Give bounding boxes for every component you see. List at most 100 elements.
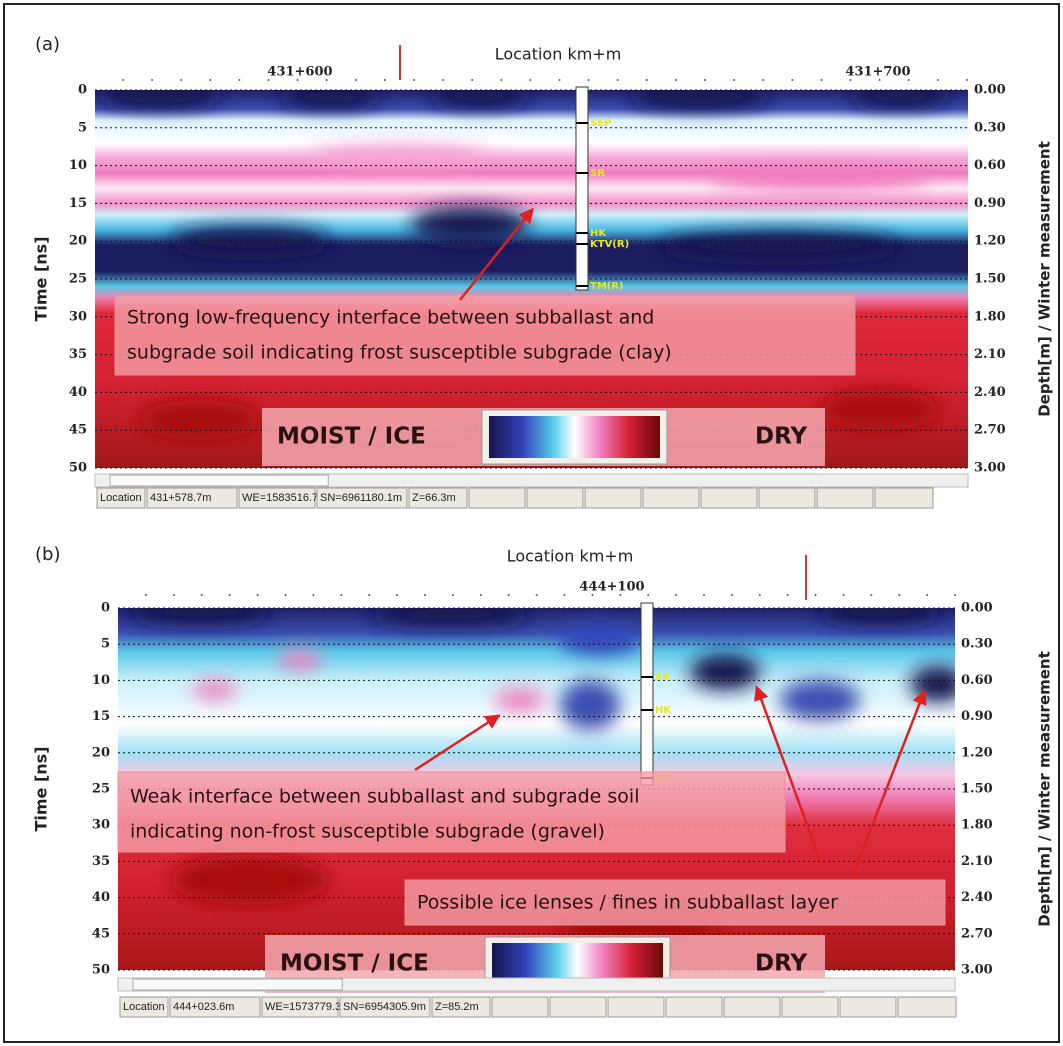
top-tick-dot [229, 594, 231, 596]
top-tick-dot [762, 79, 764, 81]
status-text: Location [123, 1001, 165, 1013]
top-tick-dot [257, 594, 259, 596]
status-cell [875, 488, 933, 508]
top-tick-dot [238, 79, 240, 81]
top-tick-dot [731, 594, 733, 596]
top-tick-dot [966, 79, 968, 81]
top-tick-dot [413, 79, 415, 81]
layer-label: SR [655, 672, 670, 683]
status-cell [527, 488, 583, 508]
top-tick-dot [704, 79, 706, 81]
status-text: Location [100, 492, 142, 504]
time-tick-label: 10 [92, 673, 110, 688]
top-tick-label: 431+700 [845, 65, 910, 80]
depth-tick-label: 2.40 [974, 385, 1006, 400]
time-tick-label: 15 [69, 196, 87, 211]
top-tick-dot [703, 594, 705, 596]
top-tick-dot [870, 594, 872, 596]
status-cell [724, 997, 780, 1017]
time-tick-label: 10 [69, 158, 87, 173]
legend-dry: DRY [755, 424, 808, 450]
status-cell [759, 488, 815, 508]
depth-tick-label: 2.10 [961, 854, 993, 869]
depth-tick-label: 1.50 [961, 782, 993, 797]
depth-tick-label: 0.30 [961, 637, 993, 652]
top-tick-dot [529, 79, 531, 81]
time-axis-title: Time [ns] [32, 746, 51, 831]
status-cell [666, 997, 722, 1017]
annotation-text: subgrade soil indicating frost susceptib… [127, 342, 672, 364]
time-tick-label: 35 [92, 854, 110, 869]
time-tick-label: 25 [69, 272, 87, 287]
top-tick-dot [820, 79, 822, 81]
time-tick-label: 0 [78, 83, 87, 98]
depth-tick-label: 1.50 [974, 272, 1006, 287]
depth-tick-label: 0.00 [974, 83, 1006, 98]
scroll-thumb[interactable] [110, 475, 328, 486]
layer-label: SR [590, 168, 605, 179]
top-tick-dot [180, 79, 182, 81]
top-tick-dot [424, 594, 426, 596]
top-tick-dot [617, 79, 619, 81]
top-tick-dot [442, 79, 444, 81]
top-tick-dot [559, 79, 561, 81]
layer-label: KTV(R) [590, 239, 629, 250]
top-tick-dot [647, 594, 649, 596]
status-text: 431+578.7m [150, 492, 211, 504]
top-tick-dot [384, 79, 386, 81]
top-tick-dot [312, 594, 314, 596]
top-tick-dot [787, 594, 789, 596]
top-tick-dot [646, 79, 648, 81]
status-cell [782, 997, 838, 1017]
time-tick-label: 25 [92, 782, 110, 797]
top-tick-dot [452, 594, 454, 596]
status-cell [817, 488, 873, 508]
status-text: SN=6954305.9m [343, 1001, 426, 1013]
layer-label: HK [655, 705, 672, 716]
time-tick-label: 50 [92, 963, 110, 978]
status-cell [550, 997, 606, 1017]
depth-tick-label: 2.70 [974, 423, 1006, 438]
top-tick-dot [564, 594, 566, 596]
time-tick-label: 50 [69, 461, 87, 476]
depth-tick-label: 0.90 [961, 709, 993, 724]
depth-tick-label: 1.20 [974, 234, 1006, 249]
top-tick-dot [396, 594, 398, 596]
colorbar [489, 416, 660, 458]
annotation-text: Possible ice lenses / fines in subballas… [417, 892, 838, 914]
top-tick-dot [536, 594, 538, 596]
legend-dry: DRY [755, 951, 808, 977]
status-cell [585, 488, 641, 508]
top-tick-dot [368, 594, 370, 596]
scroll-thumb[interactable] [133, 979, 342, 990]
status-cell [840, 997, 896, 1017]
top-tick-dot [209, 79, 211, 81]
time-tick-label: 30 [92, 818, 110, 833]
top-tick-dot [791, 79, 793, 81]
status-cell [643, 488, 699, 508]
top-tick-dot [201, 594, 203, 596]
figure: (a)Location km+m431+600431+70000.0050.30… [0, 0, 1063, 1046]
depth-tick-label: 2.40 [961, 890, 993, 905]
legend-moist: MOIST / ICE [277, 424, 426, 450]
time-tick-label: 40 [92, 890, 110, 905]
annotation-text: Weak interface between subballast and su… [130, 786, 640, 808]
time-tick-label: 0 [101, 601, 110, 616]
depth-tick-label: 0.00 [961, 601, 993, 616]
layer-label: TM(R) [590, 281, 624, 292]
status-cell [701, 488, 757, 508]
top-tick-dot [898, 594, 900, 596]
legend-moist: MOIST / ICE [280, 951, 429, 977]
top-tick-dot [843, 594, 845, 596]
top-tick-dot [145, 594, 147, 596]
time-axis-title: Time [ns] [32, 236, 51, 321]
layer-label: SEP [590, 118, 611, 129]
time-tick-label: 20 [69, 234, 87, 249]
time-tick-label: 45 [69, 423, 87, 438]
depth-tick-label: 0.30 [974, 120, 1006, 135]
top-tick-dot [355, 79, 357, 81]
time-tick-label: 40 [69, 385, 87, 400]
top-tick-dot [173, 594, 175, 596]
borehole-bar [576, 87, 588, 290]
status-text: Z=66.3m [412, 492, 456, 504]
